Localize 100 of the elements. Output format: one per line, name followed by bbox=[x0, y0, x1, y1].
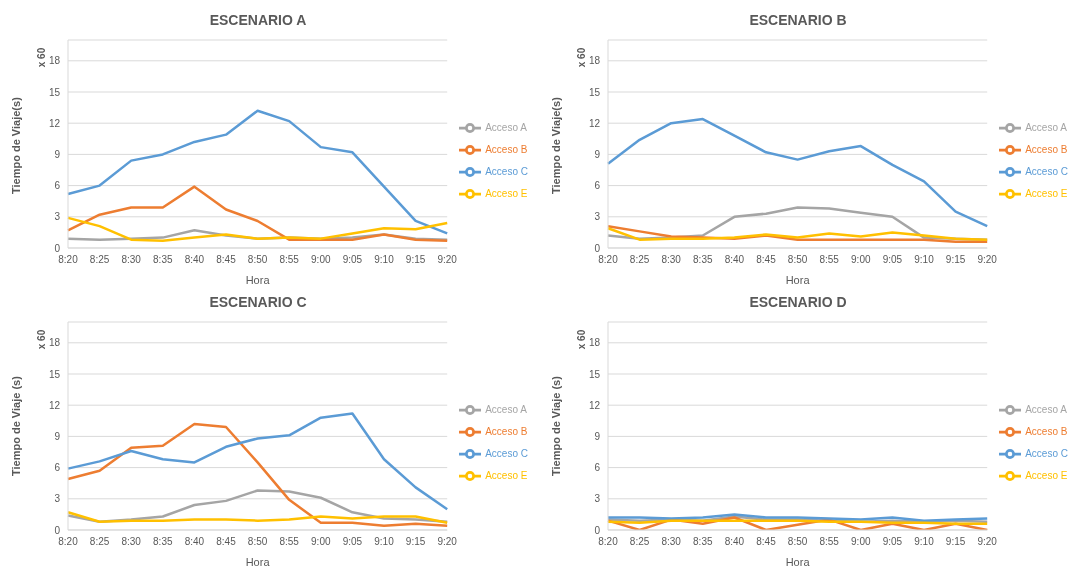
x-tick-label: 9:20 bbox=[977, 536, 998, 548]
x-tick-label: 9:05 bbox=[342, 254, 363, 266]
x-tick-label: 9:00 bbox=[851, 536, 871, 548]
x-tick-label: 8:45 bbox=[756, 536, 777, 548]
x-axis-title: Hora bbox=[785, 274, 811, 286]
x-tick-label: 9:10 bbox=[374, 536, 395, 548]
legend-label: Acceso E bbox=[485, 187, 528, 199]
y-tick-label: 3 bbox=[54, 211, 61, 223]
y-tick-label: 0 bbox=[594, 242, 601, 254]
y-tick-label: 12 bbox=[48, 399, 61, 411]
x-tick-label: 9:15 bbox=[405, 254, 426, 266]
x-tick-label: 8:35 bbox=[693, 254, 713, 266]
x-axis-title: Hora bbox=[245, 274, 271, 286]
y-tick-label: 15 bbox=[588, 86, 601, 98]
y-tick-label: 15 bbox=[48, 86, 61, 98]
y-axis-title: Tiempo de Viaje(s) bbox=[9, 96, 22, 194]
x-tick-label: 9:05 bbox=[882, 536, 903, 548]
legend-label: Acceso B bbox=[1025, 425, 1068, 437]
x-tick-label: 8:35 bbox=[693, 536, 713, 548]
y-tick-label: 6 bbox=[594, 180, 601, 192]
x-tick-label: 8:25 bbox=[629, 536, 650, 548]
x-tick-label: 8:35 bbox=[153, 536, 173, 548]
y-tick-label: 9 bbox=[594, 148, 601, 160]
y-tick-label: 18 bbox=[48, 337, 61, 349]
x-tick-label: 8:30 bbox=[121, 536, 142, 548]
x-tick-label: 8:45 bbox=[216, 254, 237, 266]
x-axis-title: Hora bbox=[245, 556, 271, 568]
x-tick-label: 8:25 bbox=[89, 254, 110, 266]
y-tick-label: 3 bbox=[594, 211, 601, 223]
x-tick-label: 8:40 bbox=[184, 254, 205, 266]
x-tick-label: 8:40 bbox=[184, 536, 205, 548]
text: x 60 bbox=[576, 47, 588, 68]
x-tick-label: 8:50 bbox=[787, 254, 808, 266]
y-tick-label: 9 bbox=[54, 430, 61, 442]
x-tick-label: 9:15 bbox=[945, 254, 966, 266]
legend-label: Acceso C bbox=[485, 447, 528, 459]
x-tick-label: 8:20 bbox=[598, 536, 619, 548]
text: x 60 bbox=[36, 47, 48, 68]
y-tick-label: 18 bbox=[48, 55, 61, 67]
y-tick-label: 12 bbox=[588, 399, 601, 411]
x-tick-label: 9:20 bbox=[437, 254, 458, 266]
legend-label: Acceso A bbox=[485, 121, 527, 133]
y-tick-label: 9 bbox=[54, 148, 61, 160]
x-tick-label: 8:45 bbox=[756, 254, 777, 266]
legend-label: Acceso A bbox=[1025, 121, 1067, 133]
x-tick-label: 8:20 bbox=[58, 254, 79, 266]
legend-label: Acceso C bbox=[1025, 447, 1068, 459]
y-tick-label: 18 bbox=[588, 55, 601, 67]
text: x 60 bbox=[576, 329, 588, 350]
x-tick-label: 9:00 bbox=[311, 254, 331, 266]
x-axis-title: Hora bbox=[785, 556, 811, 568]
x-tick-label: 9:10 bbox=[914, 536, 935, 548]
x-tick-label: 8:55 bbox=[279, 536, 300, 548]
y-tick-label: 9 bbox=[594, 430, 601, 442]
y-tick-label: 12 bbox=[48, 117, 61, 129]
chart-title: ESCENARIO D bbox=[748, 294, 848, 310]
x-tick-label: 8:30 bbox=[121, 254, 142, 266]
legend-label: Acceso B bbox=[485, 425, 528, 437]
y-tick-label: 12 bbox=[588, 117, 601, 129]
y-tick-label: 6 bbox=[594, 462, 601, 474]
x-tick-label: 9:10 bbox=[914, 254, 935, 266]
legend-label: Acceso B bbox=[485, 143, 528, 155]
x-tick-label: 8:30 bbox=[661, 254, 682, 266]
legend-label: Acceso E bbox=[1025, 187, 1068, 199]
x-tick-label: 8:50 bbox=[247, 536, 268, 548]
x-tick-label: 9:20 bbox=[437, 536, 458, 548]
y-tick-label: 6 bbox=[54, 462, 61, 474]
x-tick-label: 8:20 bbox=[58, 536, 79, 548]
y-tick-label: 18 bbox=[588, 337, 601, 349]
legend-label: Acceso C bbox=[485, 165, 528, 177]
x-tick-label: 8:50 bbox=[247, 254, 268, 266]
y-tick-label: 3 bbox=[594, 493, 601, 505]
chart-title: ESCENARIO B bbox=[748, 12, 848, 28]
y-tick-label: 0 bbox=[54, 242, 61, 254]
x-tick-label: 8:45 bbox=[216, 536, 237, 548]
y-tick-label: 0 bbox=[54, 524, 61, 536]
legend-label: Acceso E bbox=[1025, 469, 1068, 481]
legend-label: Acceso A bbox=[1025, 403, 1067, 415]
y-tick-label: 0 bbox=[594, 524, 601, 536]
x-tick-label: 8:25 bbox=[629, 254, 650, 266]
y-tick-label: 6 bbox=[54, 180, 61, 192]
x-tick-label: 8:20 bbox=[598, 254, 619, 266]
x-tick-label: 8:30 bbox=[661, 536, 682, 548]
y-tick-label: 15 bbox=[588, 368, 601, 380]
x-tick-label: 9:20 bbox=[977, 254, 998, 266]
y-axis-title: Tiempo de Viaje (s) bbox=[549, 375, 562, 476]
x-tick-label: 9:00 bbox=[311, 536, 331, 548]
x-tick-label: 9:15 bbox=[945, 536, 966, 548]
y-tick-label: 3 bbox=[54, 493, 61, 505]
x-tick-label: 9:00 bbox=[851, 254, 871, 266]
legend-label: Acceso C bbox=[1025, 165, 1068, 177]
x-tick-label: 8:55 bbox=[819, 536, 840, 548]
x-tick-label: 8:40 bbox=[724, 254, 745, 266]
legend-label: Acceso B bbox=[1025, 143, 1068, 155]
x-tick-label: 8:55 bbox=[819, 254, 840, 266]
x-tick-label: 8:55 bbox=[279, 254, 300, 266]
y-tick-label: 15 bbox=[48, 368, 61, 380]
chart-title: ESCENARIO C bbox=[208, 294, 308, 310]
x-tick-label: 8:35 bbox=[153, 254, 173, 266]
chart-title: ESCENARIO A bbox=[208, 12, 308, 28]
